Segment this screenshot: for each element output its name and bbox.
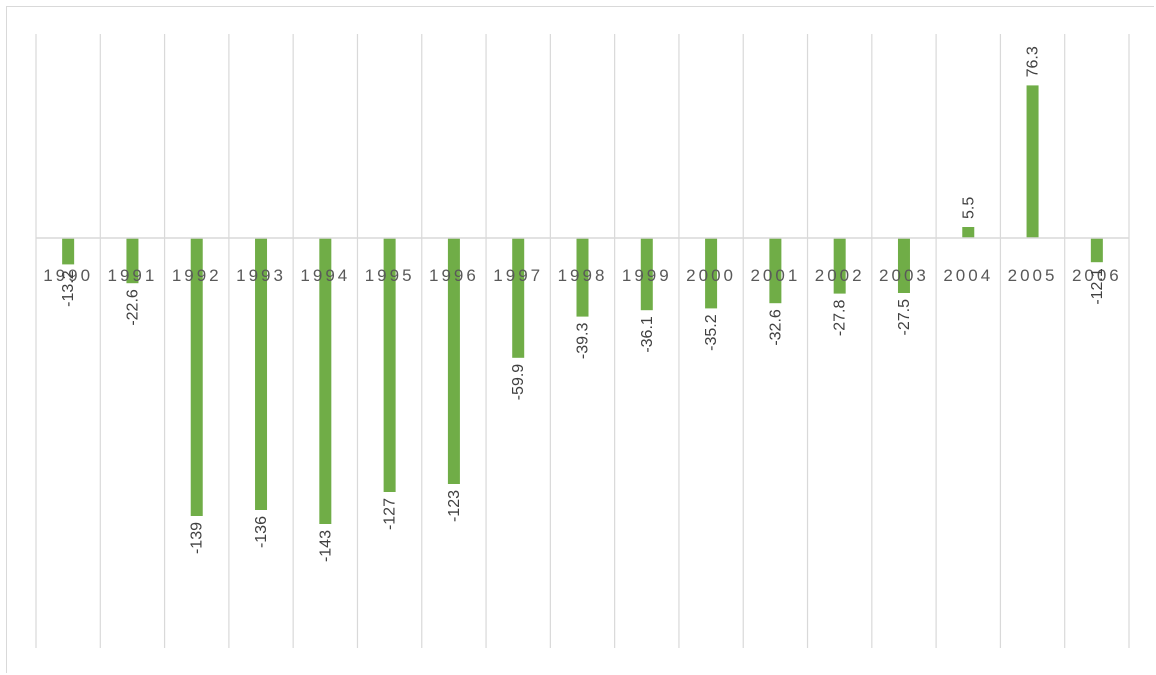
bar-1998 bbox=[576, 238, 589, 317]
x-tick-label: 2003 bbox=[879, 266, 929, 285]
bar-1995 bbox=[383, 238, 396, 492]
bar-1997 bbox=[512, 238, 525, 358]
data-label: -22.6 bbox=[124, 289, 141, 326]
data-label: -136 bbox=[253, 516, 270, 548]
data-label: 76.3 bbox=[1025, 46, 1042, 77]
bar-1990 bbox=[62, 238, 75, 265]
data-label: -32.6 bbox=[767, 309, 784, 346]
data-label: -12.1 bbox=[1089, 268, 1106, 305]
bar-1992 bbox=[190, 238, 203, 516]
data-label: -36.1 bbox=[639, 316, 656, 353]
x-tick-label: 1993 bbox=[236, 266, 286, 285]
data-label: -59.9 bbox=[510, 364, 527, 401]
bar-2001 bbox=[769, 238, 782, 304]
data-label: -139 bbox=[189, 522, 206, 554]
bar-1999 bbox=[640, 238, 653, 311]
x-tick-label: 1991 bbox=[108, 266, 158, 285]
chart-frame bbox=[6, 6, 1154, 673]
data-label: -123 bbox=[446, 490, 463, 522]
x-tick-label: 1994 bbox=[300, 266, 350, 285]
data-label: -39.3 bbox=[575, 322, 592, 359]
x-tick-label: 1992 bbox=[172, 266, 222, 285]
bar-1994 bbox=[319, 238, 332, 524]
x-tick-label: 2006 bbox=[1072, 266, 1122, 285]
data-label: 5.5 bbox=[960, 197, 977, 219]
x-tick-label: 2004 bbox=[943, 266, 993, 285]
bar-1996 bbox=[447, 238, 460, 484]
data-label: -13.2 bbox=[60, 270, 77, 307]
x-tick-label: 1997 bbox=[493, 266, 543, 285]
bar-2003 bbox=[897, 238, 910, 293]
bar-2004 bbox=[962, 227, 975, 238]
bar-2002 bbox=[833, 238, 846, 294]
x-tick-label: 2002 bbox=[815, 266, 865, 285]
bar-2000 bbox=[705, 238, 718, 309]
bar-2006 bbox=[1090, 238, 1103, 263]
x-tick-label: 1999 bbox=[622, 266, 672, 285]
x-tick-label: 1990 bbox=[43, 266, 93, 285]
x-tick-label: 2000 bbox=[686, 266, 736, 285]
bar-2005 bbox=[1026, 85, 1039, 239]
x-tick-label: 1996 bbox=[429, 266, 479, 285]
data-label: -35.2 bbox=[703, 314, 720, 351]
x-tick-label: 1998 bbox=[558, 266, 608, 285]
x-tick-label: 1995 bbox=[365, 266, 415, 285]
x-tick-label: 2001 bbox=[750, 266, 800, 285]
data-label: -127 bbox=[382, 498, 399, 530]
x-tick-label: 2005 bbox=[1008, 266, 1058, 285]
bar-1991 bbox=[126, 238, 139, 284]
data-label: -27.5 bbox=[896, 299, 913, 336]
data-label: -143 bbox=[317, 530, 334, 562]
data-label: -27.8 bbox=[832, 299, 849, 336]
bar-1993 bbox=[255, 238, 268, 510]
